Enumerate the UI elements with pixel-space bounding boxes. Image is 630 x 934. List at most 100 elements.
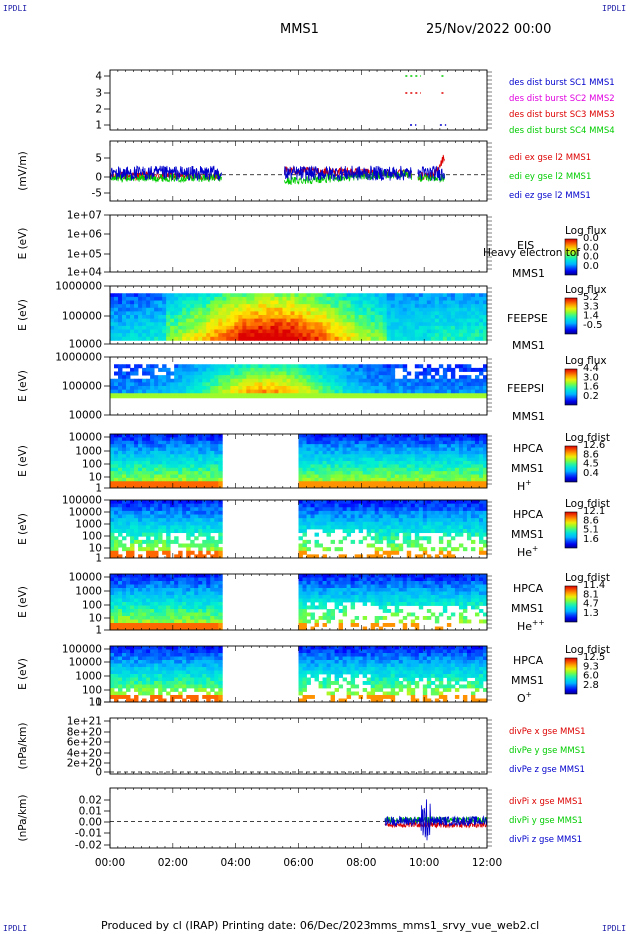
heatmap-cell [134,525,139,530]
heatmap-cell [406,474,412,479]
heatmap-cell [470,539,476,544]
heatmap-cell [482,447,488,452]
heatmap-cell [414,296,420,301]
heatmap-cell [294,364,299,369]
heatmap-cell [174,300,179,305]
heatmap-cell [394,440,400,445]
heatmap-cell [190,311,195,316]
heatmap-cell [434,447,440,452]
heatmap-cell [270,307,275,312]
heatmap-cell [374,300,380,305]
heatmap-cell [290,329,295,334]
heatmap-cell [222,300,227,305]
heatmap-cell [198,389,203,394]
heatmap-cell [210,378,215,383]
heatmap-cell [410,386,416,391]
heatmap-cell [298,315,303,320]
heatmap-cell [114,444,119,448]
heatmap-cell [118,367,123,372]
heatmap-cell [354,477,360,482]
heatmap-cell [118,311,123,316]
heatmap-cell [258,386,263,391]
heatmap-cell [354,293,360,298]
heatmap-cell [170,304,175,309]
heatmap-cell [342,481,348,486]
heatmap-cell [214,464,219,469]
heatmap-cell [142,371,147,376]
heatmap-cell [154,325,159,330]
heatmap-cell [310,322,315,327]
heatmap-cell [222,386,227,391]
heatmap-cell [362,325,368,330]
heatmap-cell [254,307,259,312]
heatmap-cell [358,329,364,334]
heatmap-cell [186,461,191,465]
heatmap-cell [450,484,456,489]
heatmap-cell [206,500,211,505]
heatmap-cell [354,518,360,523]
heatmap-cell [410,382,416,387]
heatmap-cell [130,539,135,544]
heatmap-cell [190,514,195,519]
heatmap-cell [310,375,315,380]
heatmap-cell [174,503,179,508]
heatmap-cell [450,389,456,394]
heatmap-cell [342,440,348,445]
heatmap-cell [178,500,183,505]
heatmap-cell [386,550,392,555]
heatmap-cell [350,333,356,338]
heatmap-cell [266,329,271,334]
heatmap-cell [382,529,388,534]
heatmap-cell [150,474,155,479]
heatmap-cell [126,444,131,448]
heatmap-cell [450,296,456,301]
heatmap-cell [190,507,195,512]
heatmap-cell [306,444,311,448]
heatmap-cell [378,503,384,508]
heatmap-cell [242,364,247,369]
heatmap-cell [450,307,456,312]
heatmap-cell [318,464,323,469]
heatmap-cell [386,477,392,482]
heatmap-cell [470,311,476,316]
heatmap-cell [310,518,315,523]
heatmap-cell [442,529,448,534]
heatmap-cell [118,322,123,327]
heatmap-cell [422,507,428,512]
heatmap-cell [478,532,484,537]
heatmap-cell [450,471,456,475]
heatmap-cell [214,447,219,452]
heatmap-cell [134,434,139,438]
heatmap-cell [346,300,352,305]
heatmap-cell [198,329,203,334]
heatmap-cell [314,444,319,448]
heatmap-cell [322,547,327,552]
heatmap-cell [246,304,251,309]
heatmap-cell [318,329,323,334]
heatmap-cell [350,329,356,334]
heatmap-cell [358,300,364,305]
heatmap-cell [450,536,456,541]
colorbar [564,445,578,483]
heatmap-cell [426,444,432,448]
heatmap-cell [130,322,135,327]
heatmap-cell [122,477,127,482]
heatmap-cell [370,518,376,523]
heatmap-cell [442,307,448,312]
heatmap-cell [298,547,303,552]
heatmap-cell [246,300,251,305]
heatmap-cell [234,378,239,383]
heatmap-cell [222,389,227,394]
heatmap-cell [322,329,327,334]
heatmap-cell [210,464,215,469]
heatmap-cell [398,434,404,438]
heatmap-cell [462,333,468,338]
heatmap-cell [434,296,440,301]
heatmap-cell [170,467,175,472]
heatmap-cell [358,437,364,442]
heatmap-cell [422,474,428,479]
heatmap-cell [366,437,372,442]
heatmap-cell [446,550,452,555]
heatmap-cell [210,386,215,391]
heatmap-cell [246,371,251,376]
